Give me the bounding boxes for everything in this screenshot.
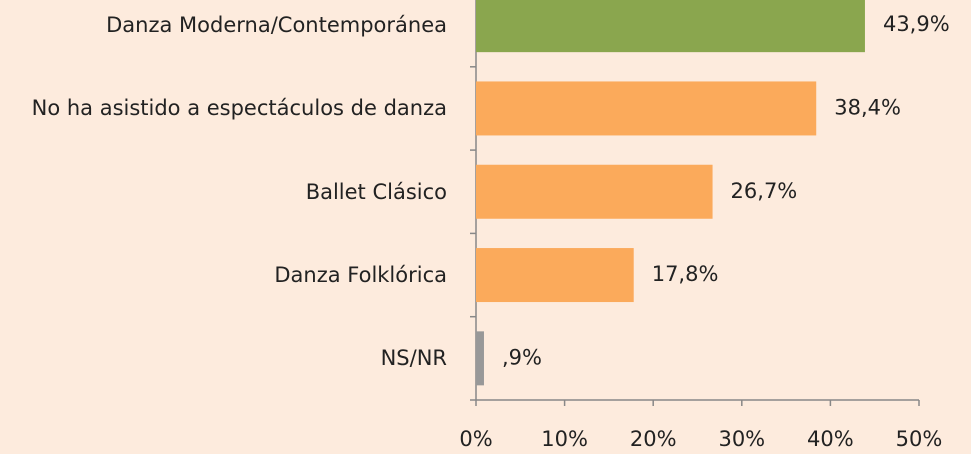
category-text: Ballet Clásico bbox=[305, 179, 447, 204]
value-label: 38,4% bbox=[834, 95, 901, 119]
bar bbox=[476, 248, 634, 303]
x-tick-label: 10% bbox=[541, 427, 588, 451]
category-text: No ha asistido a espectáculos de danza bbox=[31, 96, 447, 121]
category-text: NS/NR bbox=[380, 346, 447, 371]
bar bbox=[476, 164, 713, 219]
value-label: ,9% bbox=[502, 345, 542, 369]
category-label: Danza Moderna/Contemporánea bbox=[0, 11, 447, 39]
value-label: 43,9% bbox=[883, 12, 950, 36]
category-label: Ballet Clásico bbox=[0, 178, 447, 206]
x-tick-label: 50% bbox=[896, 427, 943, 451]
category-label: No ha asistido a espectáculos de danza bbox=[0, 94, 447, 122]
bar bbox=[476, 0, 865, 53]
bar bbox=[476, 81, 817, 136]
x-tick-label: 30% bbox=[718, 427, 765, 451]
x-tick-label: 20% bbox=[630, 427, 677, 451]
category-text: Danza Folklórica bbox=[274, 263, 447, 288]
category-text: Danza Moderna/Contemporánea bbox=[106, 13, 447, 38]
x-tick-label: 40% bbox=[807, 427, 854, 451]
bar bbox=[476, 331, 484, 386]
category-label: NS/NR bbox=[0, 344, 447, 372]
x-tick-label: 0% bbox=[459, 427, 492, 451]
category-label: Danza Folklórica bbox=[0, 261, 447, 289]
value-label: 26,7% bbox=[731, 179, 798, 203]
value-label: 17,8% bbox=[652, 262, 719, 286]
